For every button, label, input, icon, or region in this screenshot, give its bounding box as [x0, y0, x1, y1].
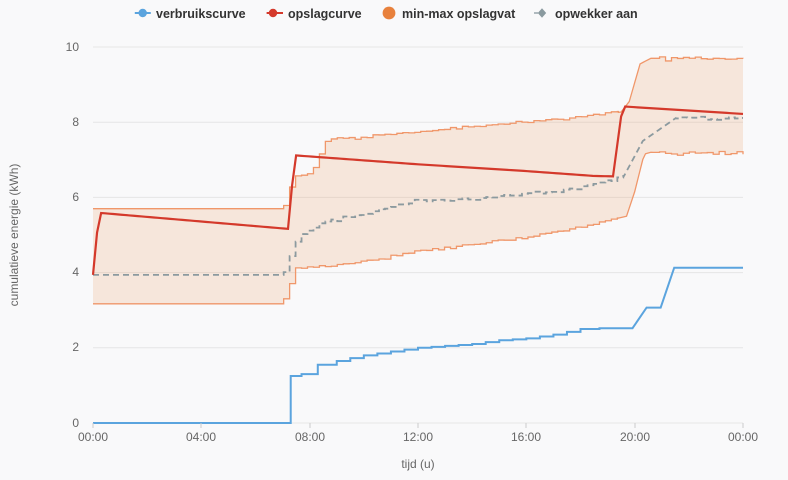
svg-text:04:00: 04:00 — [186, 430, 216, 444]
svg-text:tijd (u): tijd (u) — [401, 457, 434, 471]
svg-text:8: 8 — [72, 115, 79, 129]
svg-text:08:00: 08:00 — [295, 430, 325, 444]
svg-text:16:00: 16:00 — [511, 430, 541, 444]
svg-text:4: 4 — [72, 265, 79, 279]
svg-text:6: 6 — [72, 190, 79, 204]
svg-text:20:00: 20:00 — [620, 430, 650, 444]
svg-text:12:00: 12:00 — [403, 430, 433, 444]
svg-text:0: 0 — [72, 416, 79, 430]
svg-text:00:00: 00:00 — [728, 430, 758, 444]
svg-text:2: 2 — [72, 340, 79, 354]
svg-text:10: 10 — [66, 40, 80, 54]
svg-text:00:00: 00:00 — [78, 430, 108, 444]
svg-text:cumulatieve energie (kWh): cumulatieve energie (kWh) — [7, 164, 21, 307]
